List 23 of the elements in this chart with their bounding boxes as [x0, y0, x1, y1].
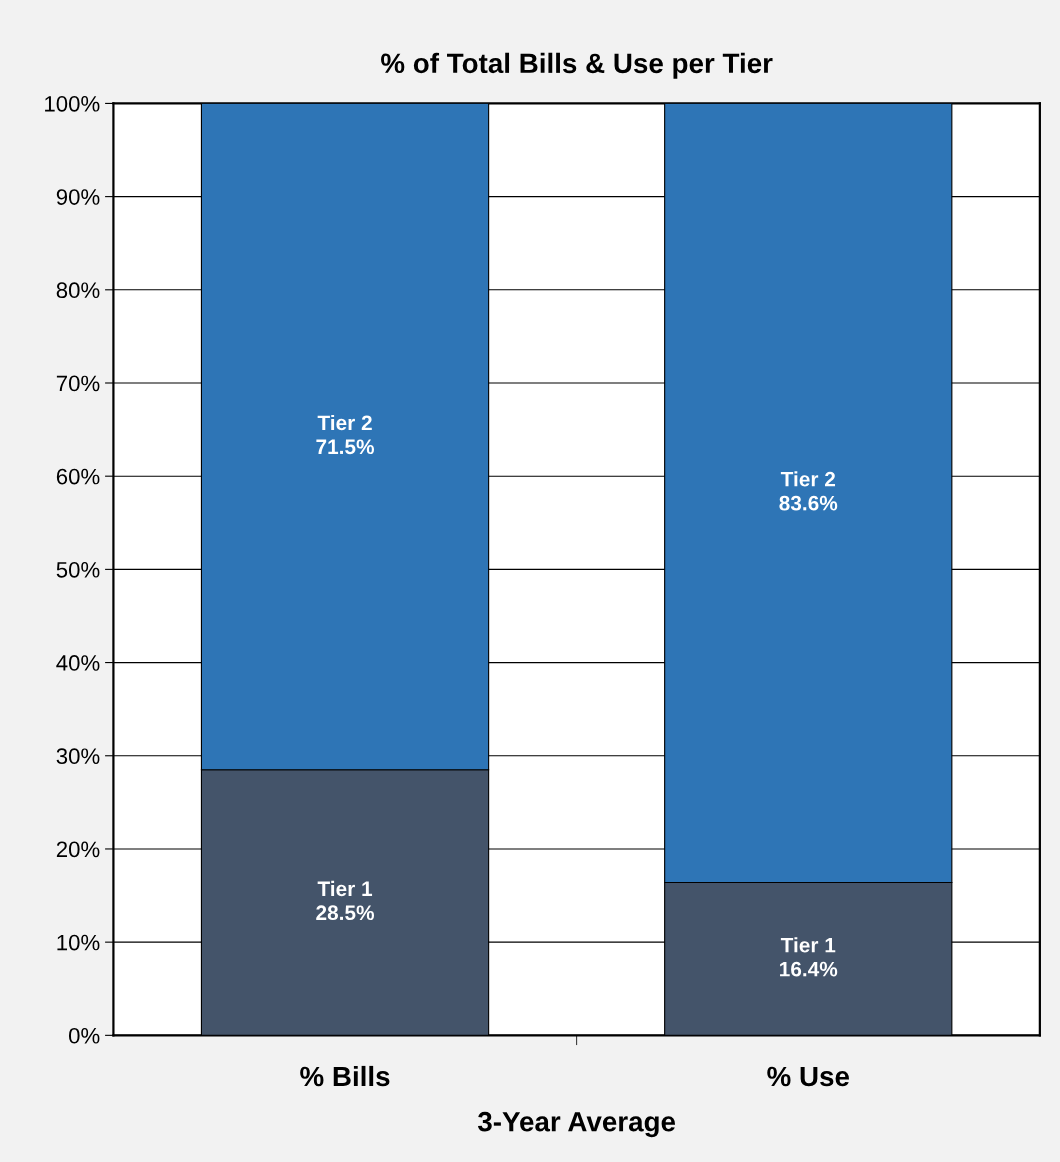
data-label: 16.4% — [780, 961, 838, 977]
series-label: Tier 2 — [317, 414, 372, 431]
y-tick-label: 10% — [57, 934, 100, 951]
y-tick-label: 100% — [45, 95, 100, 112]
y-tick-label: 40% — [56, 655, 100, 671]
x-tick-label: % Bills — [300, 1065, 390, 1087]
y-tick-label: 80% — [56, 282, 100, 299]
data-label: 28.5% — [316, 905, 375, 921]
y-tick-label: 90% — [56, 189, 100, 205]
x-axis-title: 3-Year Average — [477, 1111, 676, 1138]
x-tick-label: % Use — [767, 1066, 849, 1087]
series-label: Tier 1 — [780, 937, 836, 953]
y-tick-label: 60% — [56, 468, 100, 485]
y-tick-label: 20% — [56, 841, 100, 858]
data-label: 71.5% — [316, 439, 375, 455]
data-label: 83.6% — [779, 495, 838, 511]
y-tick-label: 30% — [56, 748, 100, 765]
text: Tier 2 — [780, 471, 836, 487]
y-tick-label: 50% — [56, 561, 100, 578]
y-tick-label: 0% — [68, 1027, 100, 1044]
y-tick-label: 70% — [56, 375, 100, 392]
text: Tier 1 — [317, 880, 373, 897]
chart-title: % of Total Bills & Use per Tier — [381, 52, 773, 79]
